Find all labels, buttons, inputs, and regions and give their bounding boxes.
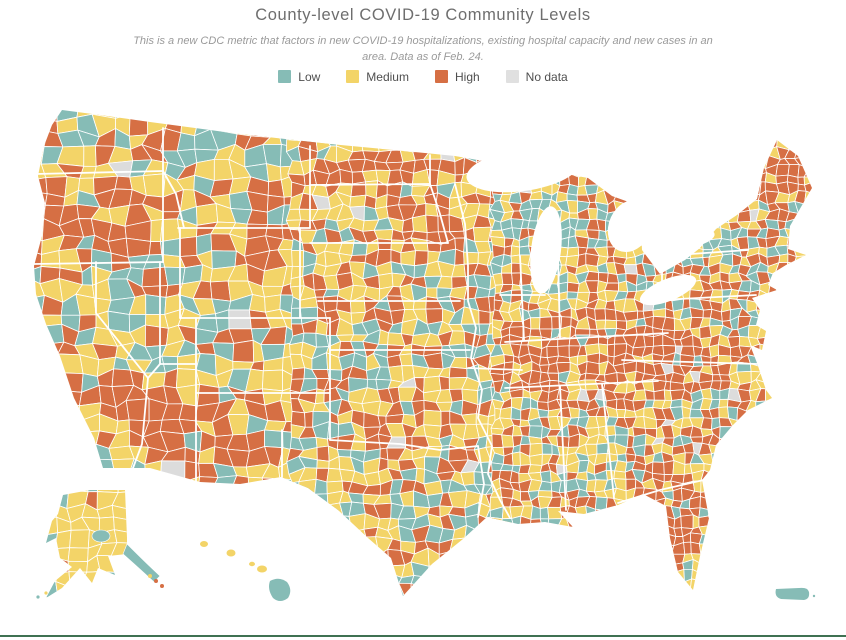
footer-divider <box>0 635 846 637</box>
us-counties-choropleth-map[interactable] <box>0 102 846 608</box>
legend-swatch-low <box>278 70 291 83</box>
legend-item-low: Low <box>278 70 320 84</box>
legend-label-high: High <box>455 70 480 84</box>
map-container <box>0 102 846 608</box>
map-subtitle: This is a new CDC metric that factors in… <box>113 34 733 66</box>
page-title: County-level COVID-19 Community Levels <box>0 6 846 25</box>
legend-swatch-no-data <box>506 70 519 83</box>
legend-label-medium: Medium <box>366 70 409 84</box>
legend-item-no-data: No data <box>506 70 568 84</box>
legend-swatch-medium <box>346 70 359 83</box>
subtitle-line-2: area. Data as of Feb. 24. <box>113 50 733 66</box>
subtitle-line-1: This is a new CDC metric that factors in… <box>113 34 733 50</box>
legend-item-high: High <box>435 70 480 84</box>
legend-item-medium: Medium <box>346 70 409 84</box>
legend-label-no-data: No data <box>526 70 568 84</box>
map-legend: Low Medium High No data <box>0 70 846 84</box>
legend-swatch-high <box>435 70 448 83</box>
legend-label-low: Low <box>298 70 320 84</box>
